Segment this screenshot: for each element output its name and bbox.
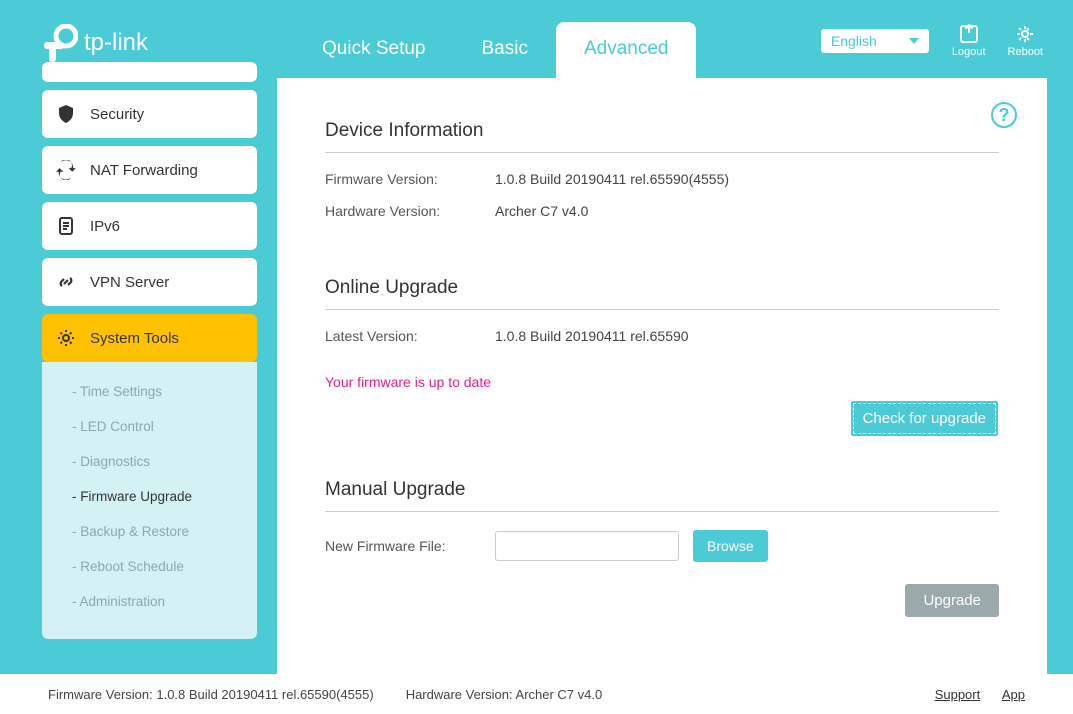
sidebar-item-label: System Tools [90, 330, 179, 347]
upgrade-button[interactable]: Upgrade [905, 584, 999, 617]
tab-quick-setup[interactable]: Quick Setup [294, 22, 454, 78]
label-latest-version: Latest Version: [325, 328, 495, 344]
section-title-device-info: Device Information [325, 108, 999, 153]
section-title-online-upgrade: Online Upgrade [325, 265, 999, 310]
value-hardware-version: Archer C7 v4.0 [495, 203, 588, 219]
tab-basic[interactable]: Basic [454, 22, 556, 78]
main-tabs: Quick Setup Basic Advanced [294, 22, 696, 78]
subitem-diagnostics[interactable]: Diagnostics [42, 444, 257, 479]
gear-icon [56, 328, 76, 348]
subitem-backup-restore[interactable]: Backup & Restore [42, 514, 257, 549]
status-message: Your firmware is up to date [325, 374, 999, 390]
sidebar-item-system-tools[interactable]: System Tools [42, 314, 257, 362]
firmware-file-input[interactable] [495, 531, 679, 561]
subitem-time-settings[interactable]: Time Settings [42, 374, 257, 409]
sidebar-item-label: NAT Forwarding [90, 162, 198, 179]
brand-text: tp-link [84, 29, 148, 57]
footer-hardware-version: Hardware Version: Archer C7 v4.0 [406, 687, 603, 702]
value-firmware-version: 1.0.8 Build 20190411 rel.65590(4555) [495, 171, 729, 187]
row-latest-version: Latest Version: 1.0.8 Build 20190411 rel… [325, 328, 999, 344]
top-right-controls: English Logout Reboot [820, 24, 1043, 58]
subitem-reboot-schedule[interactable]: Reboot Schedule [42, 549, 257, 584]
doc-icon [56, 216, 76, 236]
link-icon [56, 272, 76, 292]
language-select[interactable]: English [820, 28, 930, 54]
sidebar-item-label: VPN Server [90, 274, 169, 291]
sidebar-item-hidden[interactable] [42, 62, 257, 82]
nat-icon [56, 160, 76, 180]
brand-logo: tp-link [44, 24, 148, 62]
row-hardware-version: Hardware Version: Archer C7 v4.0 [325, 203, 999, 219]
footer-firmware-version: Firmware Version: 1.0.8 Build 20190411 r… [48, 687, 374, 702]
shield-icon [56, 104, 76, 124]
tab-advanced[interactable]: Advanced [556, 22, 697, 78]
row-new-firmware-file: New Firmware File: Browse [325, 530, 999, 562]
label-firmware-version: Firmware Version: [325, 171, 495, 187]
subitem-firmware-upgrade[interactable]: Firmware Upgrade [42, 479, 257, 514]
logout-button[interactable]: Logout [952, 24, 986, 58]
sidebar-subitems: Time Settings LED Control Diagnostics Fi… [42, 362, 257, 639]
section-title-manual-upgrade: Manual Upgrade [325, 467, 999, 512]
help-icon[interactable]: ? [991, 102, 1017, 128]
check-for-upgrade-button[interactable]: Check for upgrade [850, 400, 999, 437]
sidebar-item-label: IPv6 [90, 218, 120, 235]
sidebar: Security NAT Forwarding IPv6 VPN Server … [42, 62, 257, 639]
footer-support-link[interactable]: Support [935, 687, 981, 702]
value-latest-version: 1.0.8 Build 20190411 rel.65590 [495, 328, 689, 344]
subitem-led-control[interactable]: LED Control [42, 409, 257, 444]
footer: Firmware Version: 1.0.8 Build 20190411 r… [0, 674, 1073, 714]
sidebar-item-nat[interactable]: NAT Forwarding [42, 146, 257, 194]
logout-icon [958, 24, 980, 44]
row-firmware-version: Firmware Version: 1.0.8 Build 20190411 r… [325, 171, 999, 187]
browse-button[interactable]: Browse [693, 530, 768, 562]
subitem-administration[interactable]: Administration [42, 584, 257, 619]
content-panel: ? Device Information Firmware Version: 1… [277, 78, 1047, 674]
label-hardware-version: Hardware Version: [325, 203, 495, 219]
footer-app-link[interactable]: App [1002, 687, 1025, 702]
logout-label: Logout [952, 46, 986, 58]
sidebar-item-label: Security [90, 106, 144, 123]
sidebar-item-vpn[interactable]: VPN Server [42, 258, 257, 306]
label-new-firmware-file: New Firmware File: [325, 538, 495, 554]
reboot-button[interactable]: Reboot [1008, 24, 1043, 58]
tplink-icon [44, 24, 78, 62]
sidebar-item-security[interactable]: Security [42, 90, 257, 138]
reboot-label: Reboot [1008, 46, 1043, 58]
sidebar-item-ipv6[interactable]: IPv6 [42, 202, 257, 250]
reboot-icon [1014, 24, 1036, 44]
